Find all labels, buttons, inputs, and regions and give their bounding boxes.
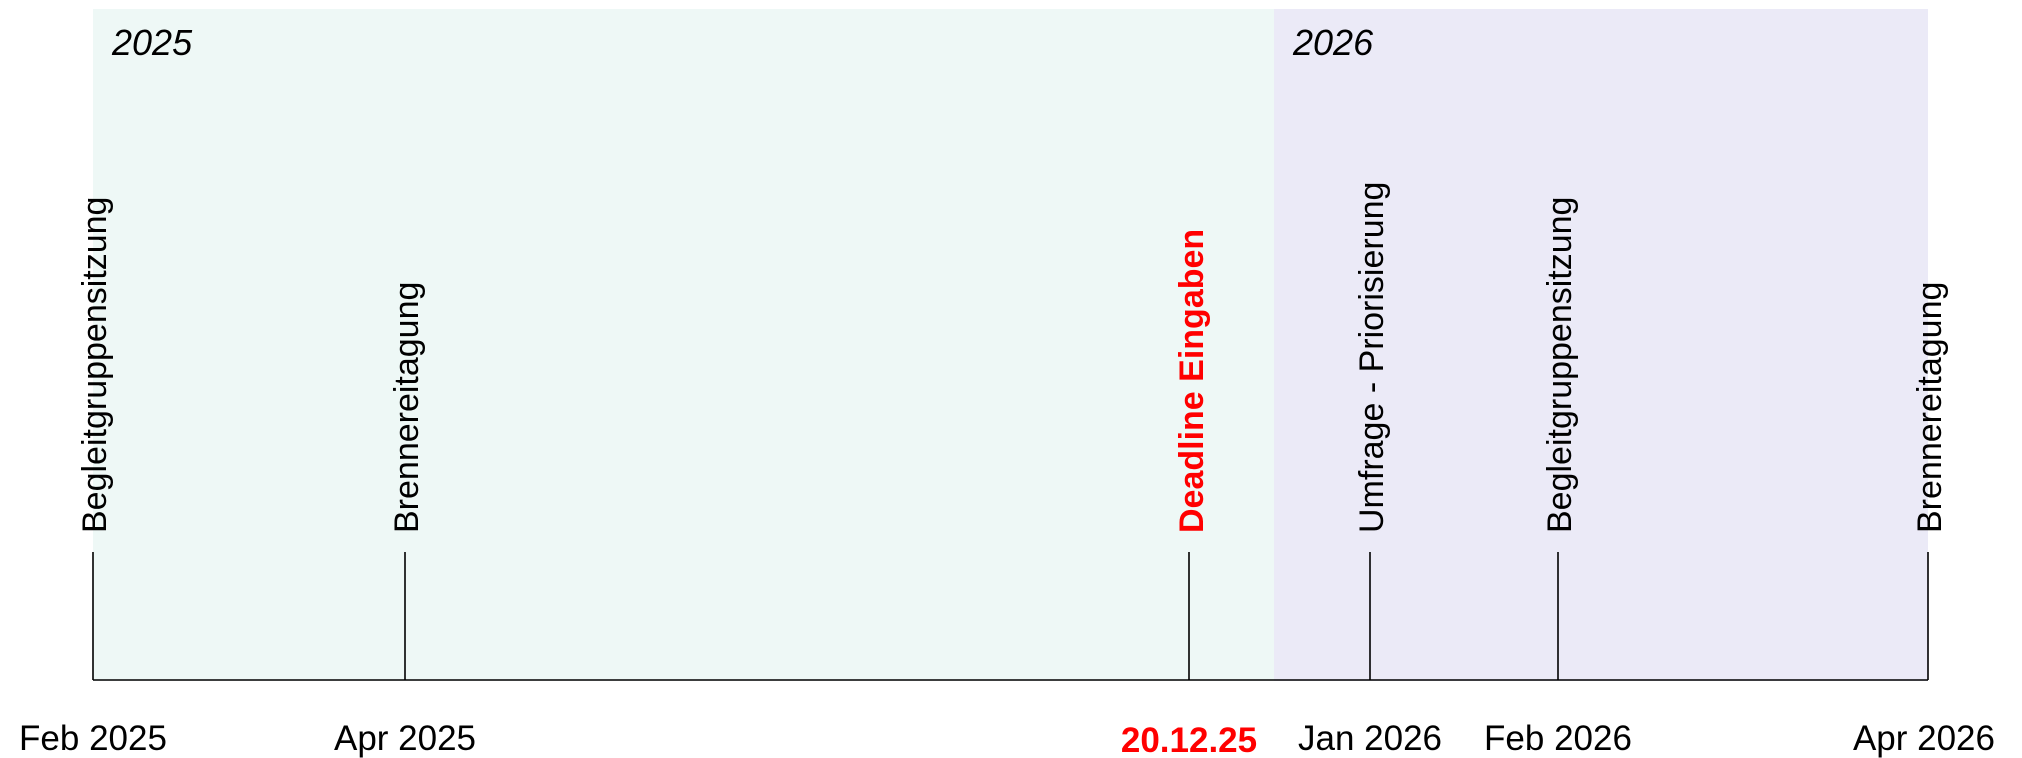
year-label-2026: 2026 bbox=[1292, 22, 1374, 63]
event-1-date: Feb 2025 bbox=[19, 719, 167, 758]
event-5: Begleitgruppensitzung Feb 2026 bbox=[1484, 197, 1632, 758]
event-3-label: Deadline Eingaben bbox=[1173, 229, 1211, 533]
event-6-label: Brennereitagung bbox=[1911, 282, 1949, 533]
event-1: Begleitgruppensitzung Feb 2025 bbox=[19, 197, 167, 758]
event-4: Umfrage - Priorisierung Jan 2026 bbox=[1298, 182, 1442, 758]
year-label-2025: 2025 bbox=[111, 22, 193, 63]
event-2-label: Brennereitagung bbox=[388, 282, 426, 533]
event-6: Brennereitagung Apr 2026 bbox=[1853, 282, 1995, 758]
event-4-date: Jan 2026 bbox=[1298, 719, 1442, 758]
event-2-date: Apr 2025 bbox=[334, 719, 476, 758]
event-6-date: Apr 2026 bbox=[1853, 719, 1995, 758]
event-3: Deadline Eingaben 20.12.25 bbox=[1121, 229, 1257, 758]
event-3-date: 20.12.25 bbox=[1121, 721, 1257, 758]
event-4-label: Umfrage - Priorisierung bbox=[1353, 182, 1391, 533]
event-1-label: Begleitgruppensitzung bbox=[76, 197, 114, 533]
year-band-2026 bbox=[1274, 9, 1928, 681]
event-5-label: Begleitgruppensitzung bbox=[1541, 197, 1579, 533]
event-5-date: Feb 2026 bbox=[1484, 719, 1632, 758]
year-band-2025 bbox=[93, 9, 1274, 681]
event-2: Brennereitagung Apr 2025 bbox=[334, 282, 476, 758]
